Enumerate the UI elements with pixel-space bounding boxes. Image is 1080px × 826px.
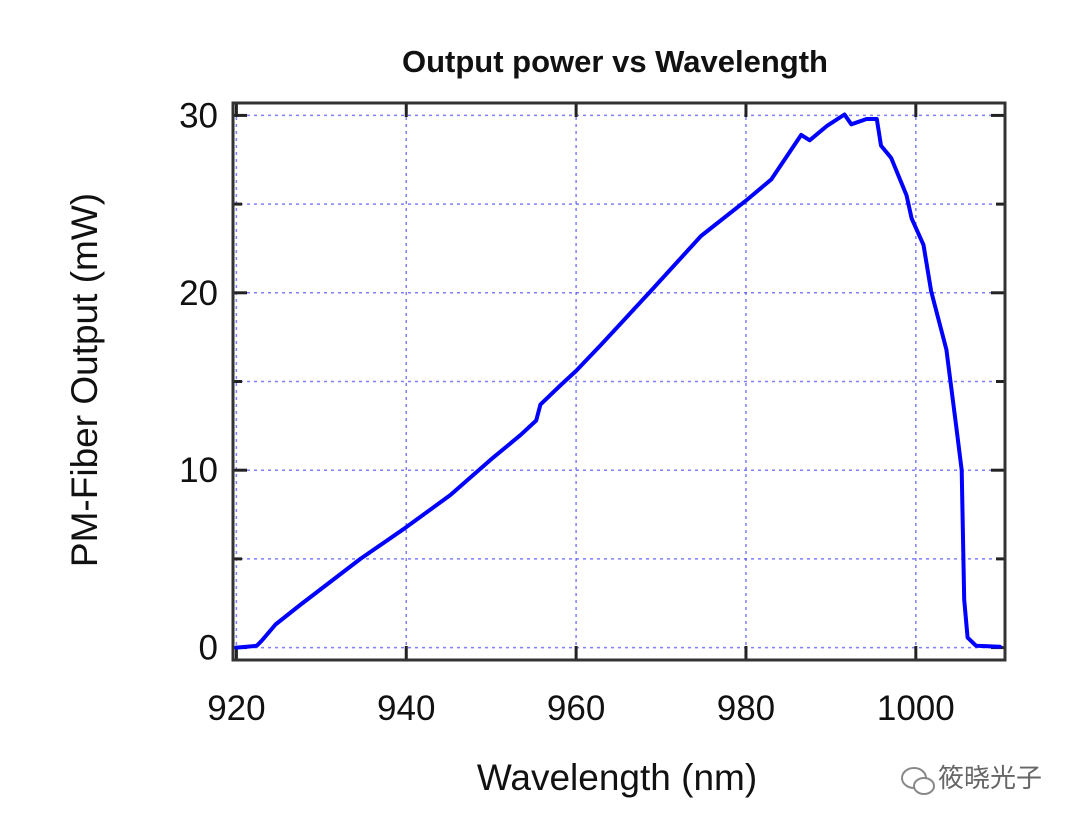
series-line <box>234 112 1002 650</box>
y-tick-label: 20 <box>179 274 218 313</box>
x-axis-label: Wavelength (nm) <box>477 757 757 798</box>
y-axis-label: PM-Fiber Output (mW) <box>64 193 105 567</box>
y-tick-label: 10 <box>179 451 218 490</box>
chart-title: Output power vs Wavelength <box>402 44 828 79</box>
x-tick-label: 980 <box>717 689 775 728</box>
axis-ticks <box>233 103 1005 660</box>
x-tick-label: 920 <box>207 689 265 728</box>
wechat-icon <box>901 767 935 795</box>
y-tick-label: 30 <box>179 96 218 135</box>
x-tick-label: 1000 <box>877 689 955 728</box>
tick-labels: 920 940 960 980 1000 0 10 20 30 <box>179 96 955 728</box>
grid <box>233 103 1005 660</box>
x-tick-label: 960 <box>547 689 605 728</box>
plot-frame <box>231 101 1007 662</box>
y-tick-label: 0 <box>199 629 218 668</box>
watermark-text: 筱晓光子 <box>938 763 1042 793</box>
x-tick-label: 940 <box>377 689 435 728</box>
